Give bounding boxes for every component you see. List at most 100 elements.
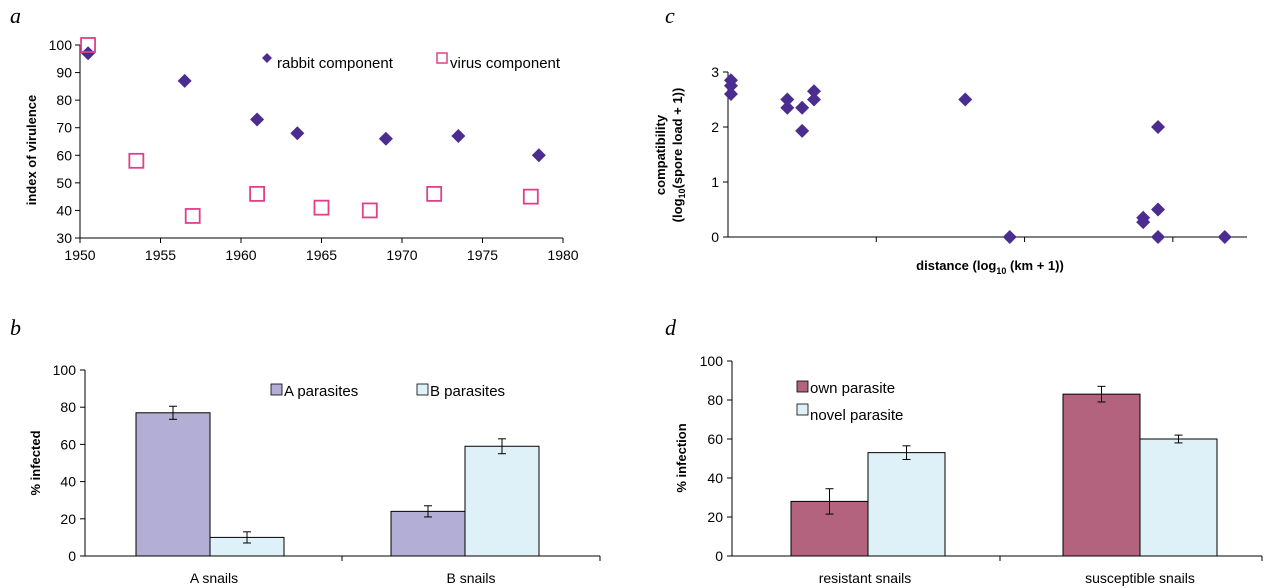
panel-d-y-axis-title: % infection	[674, 423, 689, 492]
panel-a-y-tick-label: 100	[49, 37, 73, 53]
legend-rabbit-label: rabbit component	[277, 55, 394, 72]
legend-novel-parasite-swatch	[796, 403, 809, 416]
panel-a-y-tick-label: 90	[56, 65, 72, 81]
compatibility-point	[958, 92, 973, 107]
panel-b-y-tick-label: 0	[68, 548, 76, 564]
panel-b-y-tick-label: 60	[60, 436, 76, 452]
panel-c-y-tick-label: 0	[711, 229, 719, 245]
rabbit-component-point	[177, 73, 192, 88]
panel-b-bar	[464, 445, 540, 557]
panel-d-y-tick-label: 100	[700, 353, 724, 369]
panel-b-y-tick-label: 100	[53, 362, 77, 378]
panel-c-x-axis-title: distance (log10 (km + 1))	[916, 258, 1064, 276]
panel-b-bar	[135, 412, 211, 557]
panel-b-letter: b	[10, 315, 21, 340]
compatibility-point	[807, 92, 822, 107]
legend-virus-marker	[436, 52, 448, 64]
virus-component-point	[128, 152, 145, 169]
compatibility-point	[780, 100, 795, 115]
panel-d-y-tick-label: 60	[707, 431, 723, 447]
panel-a-y-tick-label: 70	[56, 120, 72, 136]
compatibility-point	[723, 73, 738, 88]
panel-c-letter: c	[665, 3, 675, 28]
panel-a-x-tick-label: 1955	[145, 247, 176, 263]
compatibility-point	[1151, 120, 1166, 134]
panel-d-y-tick-label: 0	[715, 548, 723, 564]
panel-a-x-tick-label: 1950	[64, 247, 95, 263]
legend-own-parasite-label: own parasite	[810, 380, 895, 397]
panel-c-y-axis-title-line2: (log10(spore load + 1))	[670, 88, 687, 223]
panel-a-y-tick-label: 50	[56, 175, 72, 191]
panel-b-y-tick-label: 40	[60, 474, 76, 490]
legend-a-parasites-swatch	[270, 383, 283, 396]
panel-a-letter: a	[10, 3, 21, 28]
rabbit-component-point	[81, 46, 96, 61]
compatibility-point	[1217, 230, 1232, 244]
legend-own-parasite-swatch	[796, 380, 809, 393]
panel-a-y-tick-label: 30	[56, 230, 72, 246]
panel-c-y-axis-title-line1: compatibility	[653, 114, 668, 195]
panel-a-y-axis-title: index of virulence	[24, 95, 39, 206]
compatibility-point	[1151, 230, 1166, 244]
panel-a-y-tick-label: 80	[56, 92, 72, 108]
panel-d: d 0 20 40 60 80 100 % infection resistant sna…	[665, 315, 1263, 586]
panel-c-y-tick-label: 1	[711, 174, 719, 190]
panel-a-y-tick-label: 40	[56, 202, 72, 218]
panel-b: b 0 20 40 60 80 100 % infected A snails B sna…	[10, 315, 601, 586]
panel-b-legend: A parasites B parasites	[270, 383, 505, 400]
panel-d-category-label-susceptible: susceptible snails	[1085, 570, 1195, 586]
panel-d-bar	[1139, 438, 1218, 557]
panel-d-letter: d	[665, 315, 677, 340]
panel-d-y-tick-label: 40	[707, 470, 723, 486]
panel-d-legend: own parasite novel parasite	[796, 380, 903, 424]
panel-b-category-label-b: B snails	[446, 570, 495, 586]
panel-a-x-tick-label: 1975	[467, 247, 498, 263]
panel-a: a 30 40 50 60 70 80 90 100 1950 1955 1960 1965 1970…	[10, 3, 579, 263]
legend-virus-label: virus component	[450, 55, 561, 72]
virus-component-point	[361, 202, 378, 219]
compatibility-point	[1151, 202, 1166, 217]
panel-a-y-tick-label: 60	[56, 147, 72, 163]
panel-b-y-tick-label: 80	[60, 399, 76, 415]
panel-d-bar	[1062, 393, 1141, 557]
panel-a-legend: rabbit component virus component	[262, 52, 561, 72]
panel-a-x-tick-label: 1960	[225, 247, 256, 263]
rabbit-component-point	[451, 128, 466, 143]
legend-rabbit-marker	[262, 53, 272, 63]
panel-a-x-tick-label: 1980	[547, 247, 578, 263]
virus-component-point	[426, 185, 443, 202]
panel-d-y-tick-label: 80	[707, 392, 723, 408]
panel-b-y-axis-title: % infected	[28, 430, 43, 495]
compatibility-point	[795, 100, 810, 115]
compatibility-point	[795, 123, 810, 138]
virus-component-point	[184, 208, 201, 224]
compatibility-point	[1136, 215, 1151, 230]
virus-component-point	[80, 37, 96, 53]
panel-c: c 0 1 2 3 compatibility (log10(spore load +…	[653, 3, 1247, 276]
legend-a-parasites-label: A parasites	[284, 383, 358, 400]
legend-b-parasites-swatch	[416, 383, 429, 396]
compatibility-point	[807, 84, 822, 99]
virus-component-point	[313, 199, 330, 216]
panel-d-bar	[867, 452, 946, 557]
panel-c-y-tick-label: 3	[711, 64, 719, 80]
panel-b-y-tick-label: 20	[60, 511, 76, 527]
compatibility-point	[780, 92, 795, 107]
rabbit-component-point	[290, 126, 305, 141]
rabbit-component-point	[378, 131, 393, 146]
compatibility-point	[723, 87, 738, 101]
rabbit-component-point	[531, 148, 546, 163]
virus-component-point	[249, 185, 266, 202]
panel-d-category-label-resistant: resistant snails	[819, 570, 912, 586]
virus-component-point	[522, 188, 539, 205]
panel-a-x-tick-label: 1965	[306, 247, 337, 263]
panel-d-y-tick-label: 20	[707, 509, 723, 525]
rabbit-component-point	[250, 112, 265, 127]
panel-a-x-tick-label: 1970	[386, 247, 417, 263]
compatibility-point	[1002, 230, 1017, 244]
legend-novel-parasite-label: novel parasite	[810, 407, 903, 424]
panel-b-bar	[390, 510, 466, 557]
panel-b-category-label-a: A snails	[190, 570, 238, 586]
legend-b-parasites-label: B parasites	[430, 383, 505, 400]
